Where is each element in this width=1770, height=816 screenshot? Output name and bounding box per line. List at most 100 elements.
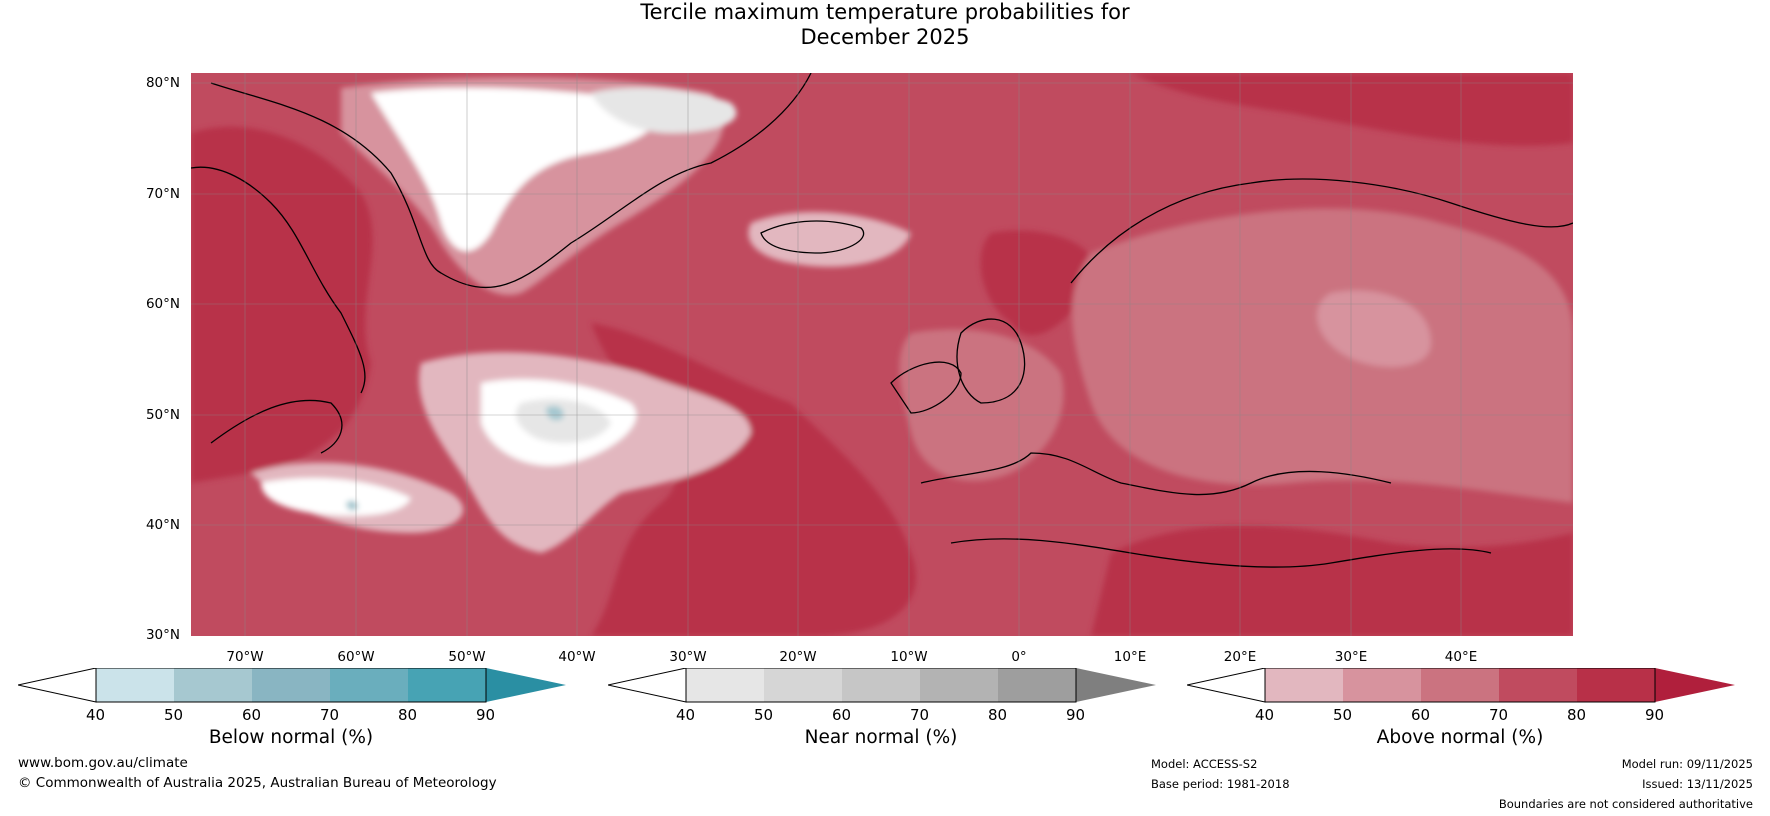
colorbar-below-normal bbox=[17, 667, 568, 708]
colorbar-tick: 40 bbox=[1255, 706, 1275, 724]
coast-iceland bbox=[760, 220, 865, 254]
colorbar-swatch bbox=[330, 668, 408, 702]
lon-label: 20°W bbox=[779, 649, 817, 665]
lon-label: 30°E bbox=[1334, 649, 1368, 665]
footer-model-run: Model run: 09/11/2025 bbox=[1621, 757, 1753, 771]
lon-label: 0° bbox=[1011, 649, 1027, 665]
lon-label: 40°W bbox=[558, 649, 596, 665]
colorbar-above-normal bbox=[1186, 667, 1737, 708]
graticule bbox=[191, 73, 1573, 636]
lat-label: 50°N bbox=[145, 407, 180, 423]
lat-label: 40°N bbox=[145, 517, 180, 533]
footer-disclaimer: Boundaries are not considered authoritat… bbox=[1498, 797, 1753, 811]
lat-label: 80°N bbox=[145, 75, 180, 91]
colorbar-cap-left bbox=[1186, 667, 1266, 703]
colorbar-swatch bbox=[1265, 668, 1343, 702]
colorbar-tick: 40 bbox=[676, 706, 696, 724]
colorbar-label-below: Below normal (%) bbox=[208, 727, 374, 748]
title-line-1: Tercile maximum temperature probabilitie… bbox=[640, 0, 1130, 24]
coast-north-africa bbox=[950, 538, 1492, 568]
map-canvas bbox=[191, 73, 1573, 636]
colorbar-swatch bbox=[252, 668, 330, 702]
coast-labrador bbox=[191, 166, 366, 394]
title-line-2: December 2025 bbox=[800, 25, 970, 49]
colorbar-tick: 90 bbox=[1066, 706, 1086, 724]
colorbar-swatch bbox=[1499, 668, 1577, 702]
coast-ireland bbox=[890, 361, 962, 414]
coast-mediterranean-north bbox=[920, 452, 1392, 496]
region-russia-light bbox=[1317, 290, 1431, 367]
region-atlantic-blue bbox=[546, 406, 564, 421]
region-us-coast-white bbox=[261, 478, 411, 516]
colorbar-tick: 60 bbox=[1411, 706, 1431, 724]
colorbar-tick: 70 bbox=[320, 706, 340, 724]
colorbar-swatch bbox=[1577, 668, 1655, 702]
colorbar-cap-left bbox=[607, 667, 687, 703]
region-greenland-white bbox=[371, 87, 658, 252]
coastlines bbox=[191, 73, 1573, 568]
lat-label: 70°N bbox=[145, 186, 180, 202]
footer-issued: Issued: 13/11/2025 bbox=[1642, 777, 1753, 791]
lon-label: 10°E bbox=[1113, 649, 1147, 665]
colorbar-label-above: Above normal (%) bbox=[1376, 727, 1544, 748]
footer-base-period: Base period: 1981-2018 bbox=[1151, 777, 1290, 791]
colorbar-swatch bbox=[408, 668, 486, 702]
colorbar-cap-right bbox=[1655, 668, 1735, 702]
region-western-europe bbox=[899, 329, 1064, 481]
colorbar-swatch bbox=[686, 668, 764, 702]
footer-model: Model: ACCESS-S2 bbox=[1151, 757, 1258, 771]
colorbar-cap-right bbox=[486, 668, 566, 702]
colorbar-swatch bbox=[174, 668, 252, 702]
coast-newfoundland bbox=[210, 399, 343, 454]
region-north-africa-dark bbox=[1091, 525, 1573, 636]
colorbar-tick: 60 bbox=[242, 706, 262, 724]
lat-label: 60°N bbox=[145, 296, 180, 312]
lon-label: 60°W bbox=[337, 649, 375, 665]
lon-label: 70°W bbox=[226, 649, 264, 665]
colorbar-near-normal bbox=[607, 667, 1158, 708]
colorbar-swatch bbox=[1421, 668, 1499, 702]
colorbar-tick: 80 bbox=[1567, 706, 1587, 724]
colorbar-label-near: Near normal (%) bbox=[804, 727, 958, 748]
colorbar-tick: 40 bbox=[86, 706, 106, 724]
coast-greenland bbox=[210, 73, 812, 289]
colorbar-tick: 70 bbox=[910, 706, 930, 724]
colorbar-swatch bbox=[1343, 668, 1421, 702]
colorbar-swatch bbox=[920, 668, 998, 702]
colorbar-tick: 50 bbox=[754, 706, 774, 724]
colorbar-swatch bbox=[96, 668, 174, 702]
region-atlantic-grey bbox=[516, 399, 611, 443]
colorbar-tick: 70 bbox=[1489, 706, 1509, 724]
colorbar-tick: 80 bbox=[398, 706, 418, 724]
footer-copyright: © Commonwealth of Australia 2025, Austra… bbox=[18, 775, 497, 791]
colorbar-tick: 90 bbox=[1645, 706, 1665, 724]
colorbar-swatch bbox=[998, 668, 1076, 702]
region-us-coast-blue bbox=[346, 500, 359, 511]
lon-label: 50°W bbox=[448, 649, 486, 665]
footer-website: www.bom.gov.au/climate bbox=[18, 755, 188, 771]
colorbar-tick: 50 bbox=[1333, 706, 1353, 724]
colorbar-cap-left bbox=[17, 667, 97, 703]
region-europe-mid bbox=[1072, 208, 1573, 504]
lon-label: 40°E bbox=[1444, 649, 1478, 665]
probability-map bbox=[191, 73, 1573, 636]
region-arctic-dark bbox=[1131, 73, 1573, 146]
region-norwegian-sea-dark bbox=[980, 230, 1095, 336]
coast-scandinavia bbox=[1070, 178, 1573, 284]
colorbar-tick: 50 bbox=[164, 706, 184, 724]
region-iceland-light bbox=[748, 212, 911, 267]
region-greenland-near bbox=[591, 87, 737, 133]
map-title: Tercile maximum temperature probabilitie… bbox=[0, 0, 1770, 50]
lon-label: 10°W bbox=[890, 649, 928, 665]
colorbar-tick: 60 bbox=[832, 706, 852, 724]
colorbar-tick: 80 bbox=[988, 706, 1008, 724]
colorbar-swatch bbox=[764, 668, 842, 702]
colorbar-cap-right bbox=[1076, 668, 1156, 702]
colorbar-swatch bbox=[842, 668, 920, 702]
region-labrador-dark bbox=[191, 126, 373, 483]
lon-label: 20°E bbox=[1223, 649, 1257, 665]
lat-label: 30°N bbox=[145, 627, 180, 643]
lon-label: 30°W bbox=[669, 649, 707, 665]
colorbar-tick: 90 bbox=[476, 706, 496, 724]
coast-britain bbox=[956, 318, 1026, 404]
